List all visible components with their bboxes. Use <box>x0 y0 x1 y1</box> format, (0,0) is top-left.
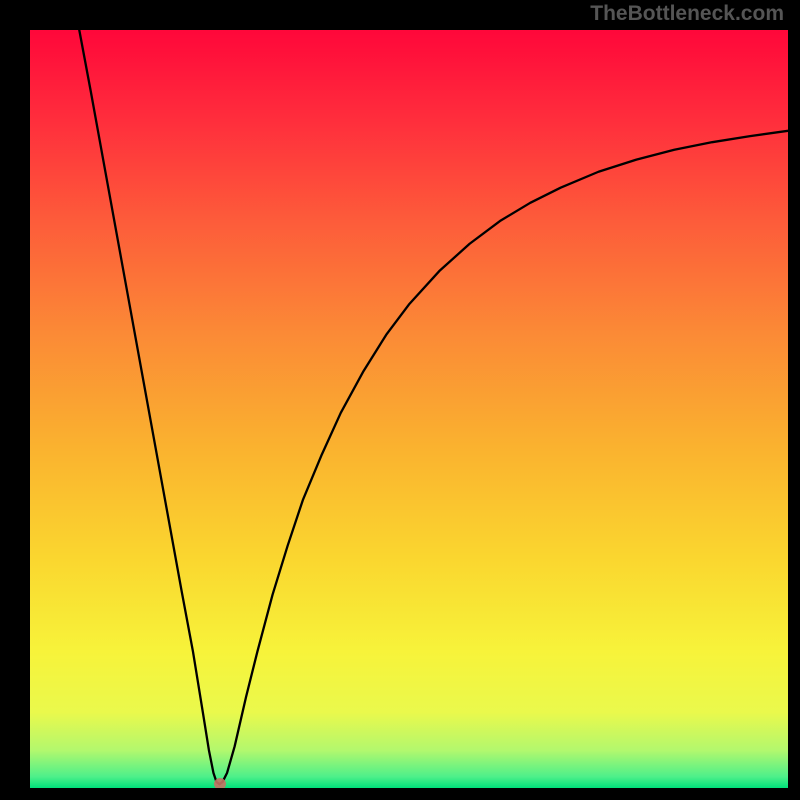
plot-area <box>30 30 788 788</box>
border-bottom <box>0 788 800 800</box>
watermark-text: TheBottleneck.com <box>590 2 784 26</box>
border-left <box>0 0 30 800</box>
curve-path <box>79 30 788 784</box>
bottleneck-curve <box>30 30 788 788</box>
chart-frame: TheBottleneck.com <box>0 0 800 800</box>
border-right <box>788 0 800 800</box>
minimum-marker <box>214 778 226 788</box>
